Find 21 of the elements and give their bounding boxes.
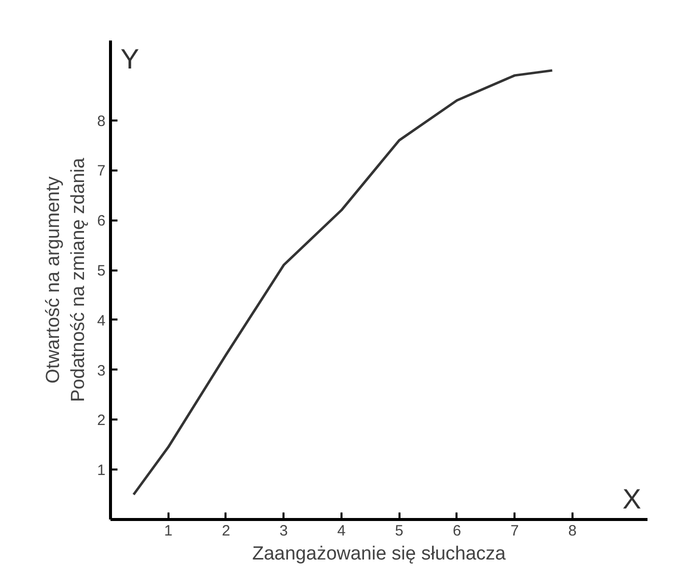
y-tick-label: 7 — [97, 162, 106, 180]
annotation: X — [622, 484, 642, 514]
x-tick-label: 1 — [164, 522, 172, 540]
y-tick-label: 6 — [97, 212, 106, 230]
x-tick-label: 5 — [395, 522, 404, 540]
x-tick-label: 6 — [452, 522, 462, 540]
x-tick-label: 2 — [222, 522, 230, 540]
x-tick-label: 7 — [510, 522, 519, 540]
y-tick-label: 4 — [97, 312, 106, 330]
y-tick-label: 2 — [97, 412, 106, 430]
annotation: Y — [120, 44, 140, 74]
y-axis-title: Otwartość na argumenty Podatność na zmianę zdania — [42, 158, 90, 402]
y-tick-label: 5 — [97, 262, 106, 280]
y-tick-label: 1 — [97, 462, 106, 480]
x-tick-label: 4 — [337, 522, 346, 540]
line-series — [132, 69, 554, 496]
x-tick-label: 3 — [280, 522, 288, 540]
x-axis-title: Zaangażowanie się słuchacza — [252, 544, 506, 564]
x-tick-label: 8 — [568, 522, 577, 540]
y-tick-label: 3 — [97, 362, 106, 380]
y-tick-label: 8 — [97, 112, 106, 130]
